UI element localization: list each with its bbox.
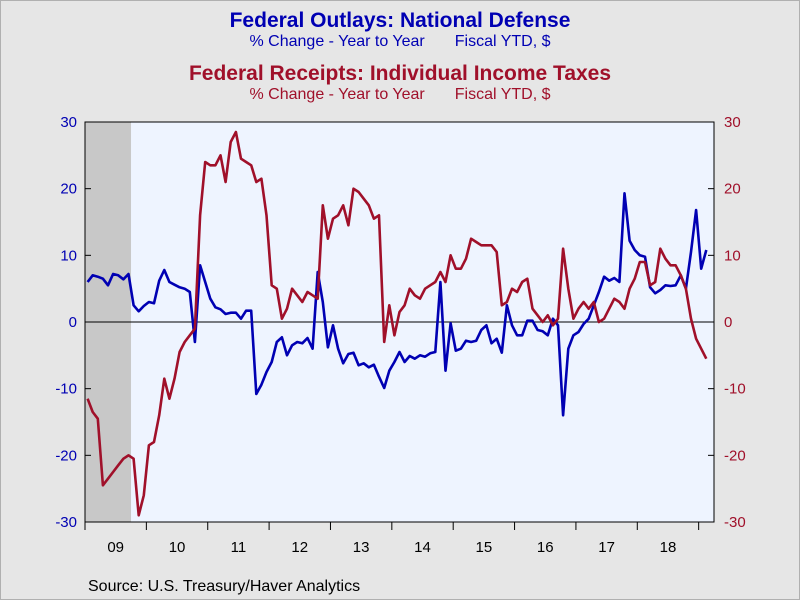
left-axis-tick-label: 30 [60,114,77,131]
left-axis-tick-label: 20 [60,181,77,198]
right-axis-tick-label: 10 [724,247,741,264]
x-axis-tick-label: 15 [476,539,493,556]
right-axis-tick-label: 30 [724,114,741,131]
source-note: Source: U.S. Treasury/Haver Analytics [88,578,361,595]
right-axis-tick-label: 0 [724,314,732,331]
receipts-series-line [86,130,708,517]
x-axis-tick-label: 12 [291,539,308,556]
outlays-title: Federal Outlays: National Defense [229,9,571,32]
outlays-subtitle: % Change - Year to Year Fiscal YTD, $ [0,33,800,50]
left-axis-tick-label: -10 [55,381,77,398]
receipts-title: Federal Receipts: Individual Income Taxe… [188,62,612,85]
right-axis-tick-label: -10 [724,381,746,398]
receipts-subtitle-measure: % Change - Year to Year [249,86,425,103]
x-axis-tick-label: 10 [169,539,186,556]
left-axis-tick-label: 10 [60,247,77,264]
x-axis-tick-label: 09 [107,539,124,556]
outlays-subtitle-basis: Fiscal YTD, $ [454,33,551,50]
left-axis-tick-label: 0 [69,314,77,331]
receipts-subtitle: % Change - Year to Year Fiscal YTD, $ [0,86,800,103]
x-axis-tick-label: 13 [353,539,370,556]
x-axis-tick-label: 11 [231,539,247,556]
outlays-series-line [86,192,708,417]
right-axis-tick-label: -30 [724,514,746,531]
plot-border [84,121,715,523]
receipts-subtitle-basis: Fiscal YTD, $ [454,86,551,103]
x-axis-tick-label: 18 [660,539,677,556]
right-axis-tick-label: -20 [724,447,746,464]
x-axis-tick-label: 14 [414,539,431,556]
x-axis-tick-label: 16 [537,539,554,556]
right-axis-tick-label: 20 [724,181,741,198]
left-axis-tick-label: -30 [55,514,77,531]
left-axis-tick-label: -20 [55,447,77,464]
outlays-subtitle-measure: % Change - Year to Year [249,33,425,50]
x-axis-tick-label: 17 [598,539,615,556]
